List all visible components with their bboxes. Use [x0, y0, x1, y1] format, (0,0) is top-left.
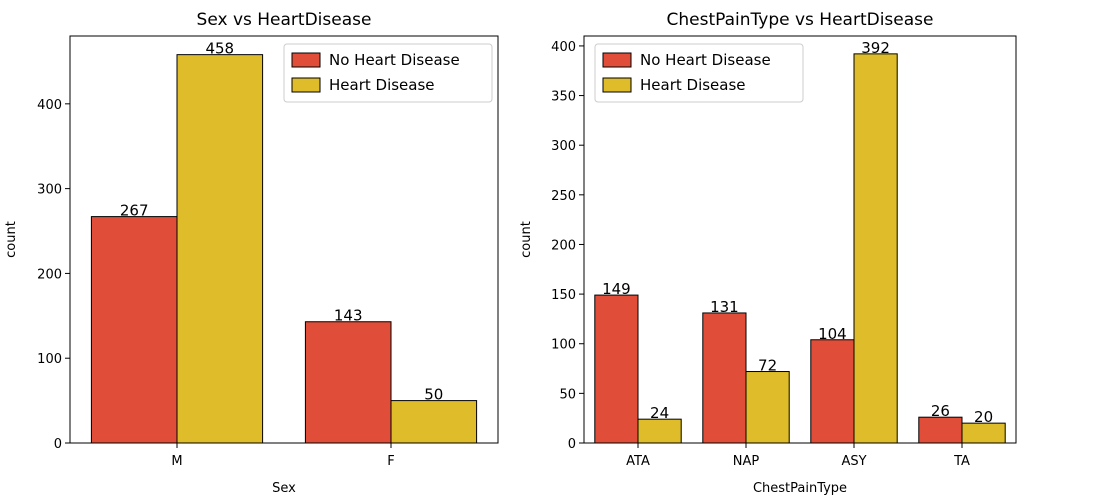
plot-frame [69, 35, 499, 444]
bar-value-label: 131 [710, 298, 739, 316]
bar-value-label: 392 [861, 39, 890, 57]
bar-value-label: 26 [931, 402, 950, 420]
legend-box [283, 43, 493, 103]
bar-value-label: 267 [120, 202, 149, 220]
bar-value-label: 149 [602, 280, 631, 298]
chart-panel-1: Sex vs HeartDisease 267 458 M 143 50 F 0 100 200 3… [4, 10, 499, 496]
legend-box [594, 43, 804, 103]
bar-value-label: 20 [974, 408, 993, 426]
chart-panel-2: ChestPainType vs HeartDisease 149 24 ATA 131… [519, 10, 1017, 496]
chart-title: ChestPainType vs HeartDisease [667, 10, 934, 30]
x-tick-label: M [171, 454, 182, 469]
bar-value-label: 24 [650, 404, 669, 422]
bar-ata-heart-disease [637, 418, 682, 444]
bar-asy-no-heart-disease [810, 339, 855, 444]
legend-label: No Heart Disease [329, 51, 460, 69]
x-tick-label: ATA [626, 454, 650, 469]
chart-title: Sex vs HeartDisease [197, 10, 372, 30]
plot-frame [583, 35, 1017, 444]
y-tick-label: 50 [559, 387, 576, 402]
legend-swatch-no-heart-disease [602, 52, 632, 68]
bar-value-label: 104 [818, 325, 847, 343]
y-tick-label: 0 [568, 437, 576, 452]
x-tick-label: F [387, 454, 394, 469]
bar-asy-heart-disease [853, 53, 898, 444]
bar-m-no-heart-disease [90, 216, 178, 444]
y-axis-label: count [519, 221, 534, 258]
y-tick-label: 200 [37, 267, 62, 282]
y-tick-label: 400 [551, 40, 576, 55]
legend-label: Heart Disease [329, 76, 435, 94]
x-axis-label: Sex [272, 481, 296, 496]
legend: No Heart Disease Heart Disease [594, 43, 804, 103]
legend-label: No Heart Disease [640, 51, 771, 69]
y-tick-label: 250 [551, 189, 576, 204]
y-tick-label: 350 [551, 90, 576, 105]
bar-m-heart-disease [176, 54, 264, 444]
y-tick-label: 100 [37, 352, 62, 367]
y-tick-label: 300 [551, 139, 576, 154]
y-tick-label: 300 [37, 183, 62, 198]
legend-swatch-no-heart-disease [291, 52, 321, 68]
legend-label: Heart Disease [640, 76, 746, 94]
bar-f-heart-disease [390, 400, 478, 444]
bar-ta-no-heart-disease [918, 416, 963, 444]
bar-value-label: 72 [758, 357, 777, 375]
x-tick-label: NAP [733, 454, 760, 469]
bar-f-no-heart-disease [304, 321, 392, 444]
bar-value-label: 458 [205, 40, 234, 58]
bar-value-label: 50 [424, 386, 443, 404]
y-tick-label: 400 [37, 98, 62, 113]
legend: No Heart Disease Heart Disease [283, 43, 493, 103]
y-tick-label: 100 [551, 338, 576, 353]
bar-nap-heart-disease [745, 371, 790, 444]
bar-ata-no-heart-disease [594, 294, 639, 444]
x-tick-label: TA [953, 454, 970, 469]
legend-swatch-heart-disease [291, 77, 321, 93]
x-axis-label: ChestPainType [753, 481, 847, 496]
y-tick-label: 200 [551, 238, 576, 253]
y-axis-label: count [4, 221, 19, 258]
x-tick-label: ASY [841, 454, 866, 469]
legend-swatch-heart-disease [602, 77, 632, 93]
bar-nap-no-heart-disease [702, 312, 747, 444]
y-tick-label: 0 [54, 437, 62, 452]
bar-value-label: 143 [334, 307, 363, 325]
y-tick-label: 150 [551, 288, 576, 303]
